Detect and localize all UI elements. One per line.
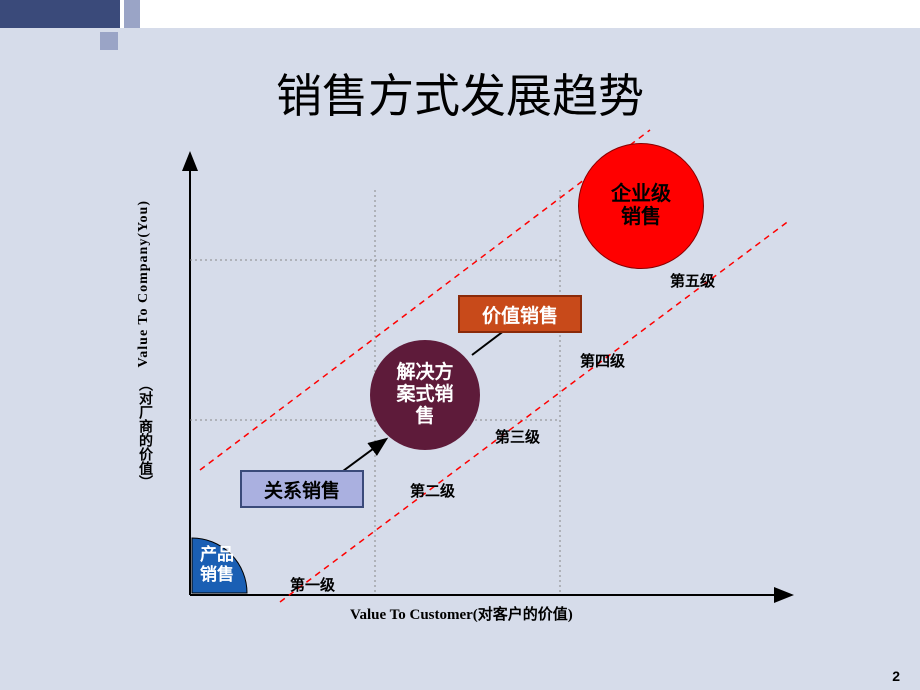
value-box: 价值销售 <box>458 295 582 333</box>
chart-area: Value To Company(You) （对厂商的价值） 产品 销售 <box>130 150 810 620</box>
product-circle-text-2: 销售 <box>200 564 234 584</box>
relationship-box: 关系销售 <box>240 470 364 508</box>
product-circle-text-1: 产品 <box>200 544 234 564</box>
slide-title: 销售方式发展趋势 <box>0 60 920 126</box>
accent-block-dark <box>0 0 120 28</box>
enterprise-circle: 企业级 销售 <box>578 143 704 269</box>
level-4-label: 第四级 <box>580 350 625 371</box>
solution-circle: 解决方 案式销 售 <box>370 340 480 450</box>
x-axis-label: Value To Customer(对客户的价值) <box>350 603 573 624</box>
level-5-label: 第五级 <box>670 270 715 291</box>
level-1-label: 第一级 <box>290 574 335 595</box>
level-2-label: 第二级 <box>410 480 455 501</box>
page-number: 2 <box>892 668 900 684</box>
accent-block-light-1 <box>124 0 140 28</box>
level-3-label: 第三级 <box>495 426 540 447</box>
accent-block-light-2 <box>100 32 118 50</box>
